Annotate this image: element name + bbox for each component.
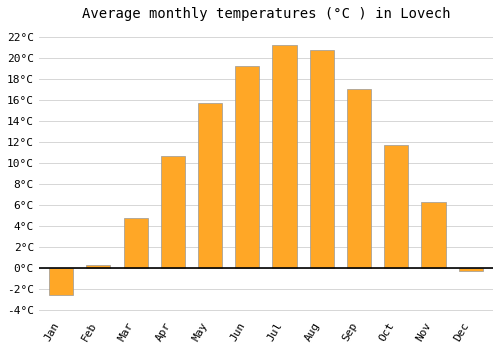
Bar bbox=[422, 202, 446, 268]
Bar bbox=[124, 218, 148, 268]
Bar bbox=[310, 50, 334, 268]
Bar bbox=[49, 268, 73, 295]
Bar bbox=[86, 265, 110, 268]
Bar bbox=[198, 103, 222, 268]
Title: Average monthly temperatures (°C ) in Lovech: Average monthly temperatures (°C ) in Lo… bbox=[82, 7, 450, 21]
Bar bbox=[347, 89, 371, 268]
Bar bbox=[160, 156, 185, 268]
Bar bbox=[458, 268, 483, 272]
Bar bbox=[384, 145, 408, 268]
Bar bbox=[272, 45, 296, 268]
Bar bbox=[235, 66, 260, 268]
